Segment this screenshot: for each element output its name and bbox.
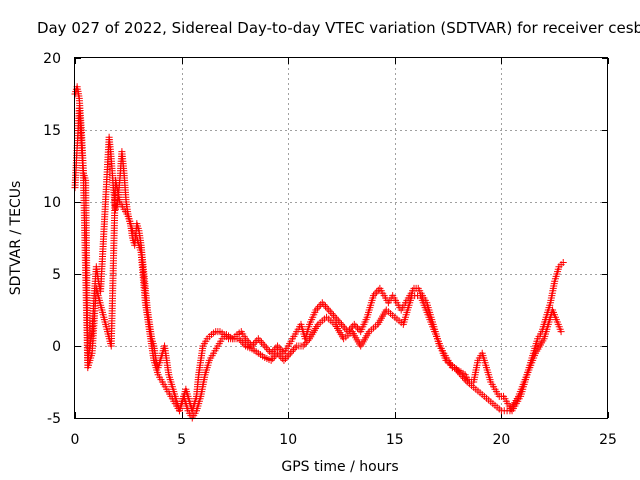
sdtvar-point bbox=[341, 324, 349, 332]
sdtvar-secondary-point bbox=[275, 351, 283, 359]
sdtvar-point bbox=[338, 320, 345, 328]
sdtvar-point bbox=[250, 340, 258, 348]
sdtvar-point bbox=[352, 322, 360, 330]
sdtvar-point bbox=[369, 292, 377, 300]
sdtvar-secondary-point bbox=[235, 335, 243, 343]
sdtvar-secondary-point bbox=[301, 340, 309, 348]
sdtvar-point bbox=[353, 324, 361, 332]
sdtvar-secondary-point bbox=[454, 367, 462, 375]
sdtvar-point bbox=[256, 337, 264, 345]
sdtvar-point bbox=[278, 347, 286, 355]
sdtvar-secondary-point bbox=[274, 349, 282, 357]
sdtvar-point bbox=[339, 322, 347, 330]
sdtvar-secondary-point bbox=[460, 374, 468, 382]
sdtvar-secondary-point bbox=[280, 356, 288, 364]
sdtvar-secondary-point bbox=[452, 365, 460, 373]
x-tick-label: 10 bbox=[279, 432, 297, 448]
sdtvar-point bbox=[242, 335, 250, 343]
sdtvar-secondary-point bbox=[282, 355, 290, 363]
sdtvar-point bbox=[258, 338, 266, 346]
sdtvar-point bbox=[261, 342, 269, 350]
sdtvar-point bbox=[350, 320, 358, 328]
y-axis-label: SDTVAR / TECUs bbox=[8, 181, 24, 296]
sdtvar-secondary-point bbox=[304, 337, 312, 345]
sdtvar-secondary-point bbox=[302, 338, 310, 346]
grid-lines bbox=[75, 58, 608, 418]
sdtvar-point bbox=[267, 349, 275, 357]
chart-title: Day 027 of 2022, Sidereal Day-to-day VTE… bbox=[37, 19, 640, 37]
sdtvar-point bbox=[243, 337, 251, 345]
plot-frame bbox=[74, 57, 608, 419]
sdtvar-point bbox=[325, 306, 333, 314]
sdtvar-point bbox=[251, 338, 259, 346]
sdtvar-point bbox=[275, 344, 283, 352]
sdtvar-point bbox=[320, 301, 328, 309]
sdtvar-secondary-point bbox=[238, 338, 246, 346]
sdtvar-point bbox=[326, 308, 334, 316]
y-tick-label: 0 bbox=[52, 339, 61, 355]
sdtvar-point bbox=[269, 347, 277, 355]
sdtvar-point bbox=[374, 286, 382, 294]
sdtvar-secondary-point bbox=[455, 369, 463, 377]
sdtvar-point bbox=[322, 302, 330, 310]
sdtvar-secondary-point bbox=[237, 337, 245, 345]
sdtvar-point bbox=[371, 290, 379, 298]
sdtvar-point bbox=[312, 306, 320, 314]
sdtvar-point bbox=[373, 288, 381, 296]
sdtvar-point bbox=[328, 310, 336, 318]
sdtvar-secondary-point bbox=[286, 349, 294, 357]
x-tick-label: 5 bbox=[177, 432, 186, 448]
sdtvar-secondary-point bbox=[270, 353, 278, 361]
sdtvar-point bbox=[323, 304, 331, 312]
sdtvar-secondary-point bbox=[240, 340, 248, 348]
sdtvar-secondary-point bbox=[557, 328, 565, 336]
sdtvar-secondary-point bbox=[450, 364, 458, 372]
sdtvar-point bbox=[333, 315, 341, 323]
sdtvar-point bbox=[262, 344, 270, 352]
sdtvar-point bbox=[254, 335, 262, 343]
x-tick-label: 20 bbox=[492, 432, 510, 448]
y-tick-label: 10 bbox=[43, 195, 61, 211]
sdtvar-secondary-point bbox=[283, 353, 291, 361]
sdtvar-secondary-point bbox=[277, 353, 285, 361]
sdtvar-secondary-point bbox=[462, 376, 470, 384]
x-tick-label: 0 bbox=[71, 432, 80, 448]
sdtvar-secondary-point bbox=[291, 344, 299, 352]
y-tick-label: 5 bbox=[52, 267, 61, 283]
sdtvar-secondary-point bbox=[458, 373, 466, 381]
sdtvar-point bbox=[259, 340, 267, 348]
sdtvar-secondary-point bbox=[285, 351, 293, 359]
y-tick-label: 20 bbox=[43, 51, 61, 67]
sdtvar-point bbox=[270, 346, 278, 354]
sdtvar-secondary-point bbox=[269, 355, 277, 363]
sdtvar-point bbox=[334, 317, 342, 325]
axis-ticks: 0 5 10 15 20 25 -5 0 5 10 15 20 bbox=[43, 51, 617, 448]
sdtvar-point bbox=[559, 258, 567, 266]
sdtvar-point bbox=[277, 346, 285, 354]
sdtvar-secondary-point bbox=[288, 347, 296, 355]
sdtvar-point bbox=[315, 302, 323, 310]
sdtvar-secondary-point bbox=[457, 371, 465, 379]
sdtvar-point bbox=[336, 319, 344, 327]
sdtvar-point bbox=[330, 311, 338, 319]
sdtvar-point bbox=[318, 299, 326, 307]
y-tick-label: -5 bbox=[47, 411, 61, 427]
sdtvar-point bbox=[347, 324, 355, 332]
x-tick-label: 15 bbox=[386, 432, 404, 448]
sdtvar-point bbox=[314, 304, 322, 312]
x-tick-label: 25 bbox=[599, 432, 617, 448]
y-tick-label: 15 bbox=[43, 123, 61, 139]
x-axis-label: GPS time / hours bbox=[281, 459, 398, 475]
sdtvar-secondary-point bbox=[299, 342, 307, 350]
sdtvar-point bbox=[245, 338, 253, 346]
sdtvar-secondary-point bbox=[290, 346, 298, 354]
sdtvar-secondary-point bbox=[267, 356, 275, 364]
data-points bbox=[71, 83, 567, 422]
sdtvar-point bbox=[274, 342, 282, 350]
sdtvar-point bbox=[264, 346, 272, 354]
sdtvar-point bbox=[331, 313, 339, 321]
